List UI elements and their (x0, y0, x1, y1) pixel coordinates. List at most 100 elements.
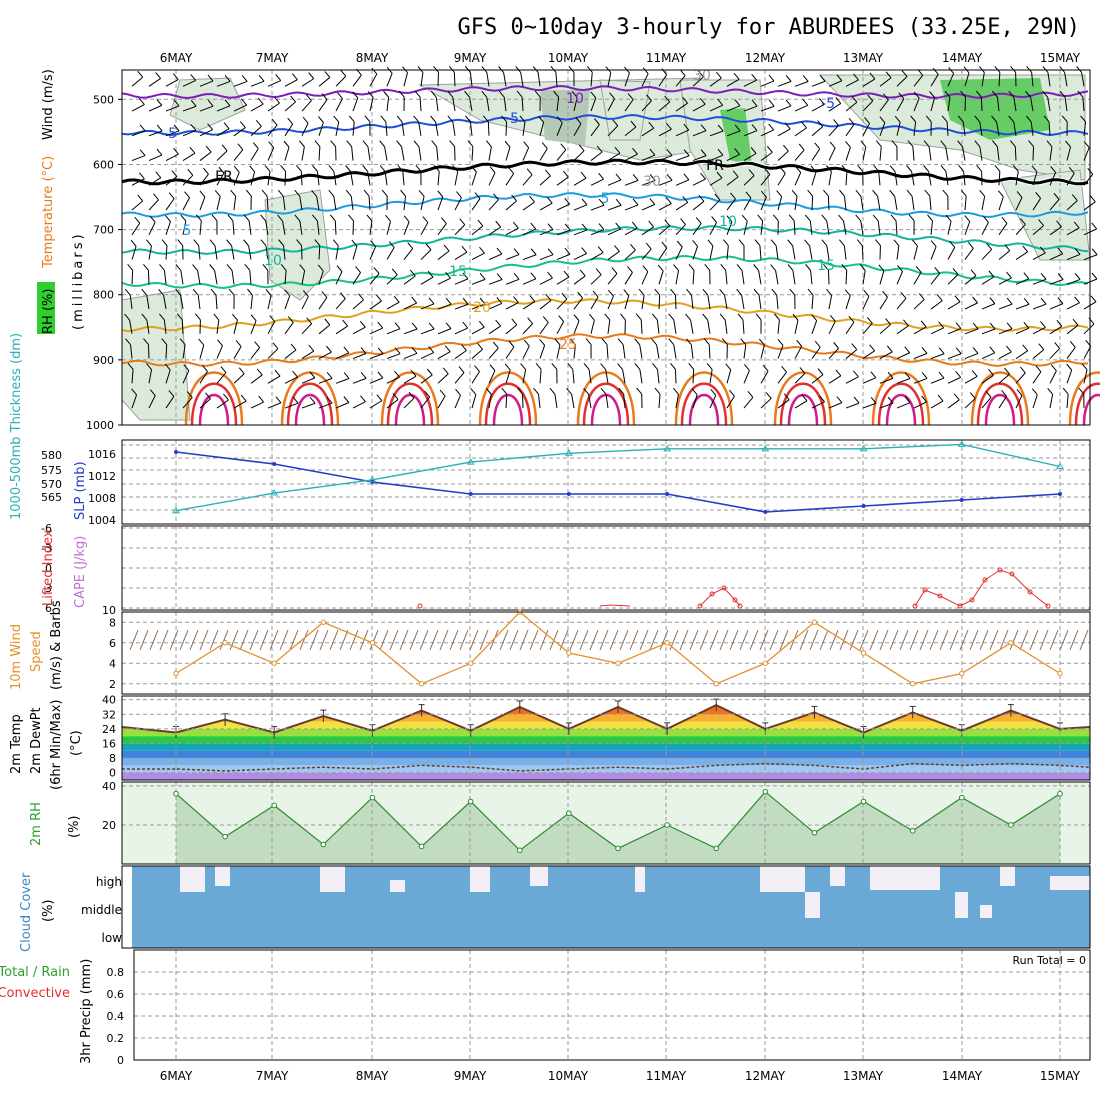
wind-barb-flag (839, 189, 845, 197)
wind-barb-flag (994, 65, 1001, 73)
wind-barb-flag (957, 115, 964, 123)
wind-barb-flag (600, 363, 607, 370)
wind-barb-flag (1061, 115, 1068, 123)
cloud-gap (980, 905, 992, 918)
wind-barb-flag (829, 314, 836, 322)
wind-barb (913, 401, 927, 409)
wind10-point (959, 670, 965, 677)
wind-barb-flag (985, 391, 992, 398)
wind-barb-flag (930, 240, 937, 247)
wind-barb (505, 369, 511, 384)
wind-barb (197, 295, 201, 310)
wind-barb (522, 201, 535, 211)
wind-barb-flag (156, 148, 163, 156)
wind-barb (199, 129, 213, 137)
wind-barb-flag (124, 288, 131, 296)
wind-barb-flag (562, 170, 569, 178)
wind10-barb (689, 629, 699, 651)
wind-barb (369, 73, 378, 87)
wind-barb-flag (523, 339, 530, 347)
wind-barb (571, 394, 575, 409)
wind-barb-flag (972, 347, 979, 354)
wind-barb-flag (538, 115, 544, 123)
wind-barb (505, 346, 515, 359)
wind-barb-flag (1005, 345, 1012, 353)
wind-barb-flag (409, 269, 416, 277)
wind-barb-flag (1019, 366, 1026, 374)
wind-barb (794, 400, 808, 409)
wind-barb-flag (190, 74, 197, 81)
wind-barb (505, 227, 519, 236)
wind-barb-flag (530, 248, 537, 256)
wind-barb (248, 220, 252, 235)
wind10-barb (729, 629, 739, 651)
wind-barb (386, 73, 393, 87)
wind-barb-flag (885, 318, 891, 325)
wind-barb (1013, 121, 1017, 136)
wind-barb (148, 154, 163, 162)
wind-barb-flag (168, 390, 175, 397)
wind-barb-flag (1038, 343, 1045, 350)
wind-barb-flag (241, 98, 248, 106)
wind-barb (267, 295, 272, 310)
wind-barb-flag (230, 189, 237, 197)
wind-barb-flag (210, 288, 217, 296)
wind-barb-flag (308, 344, 315, 352)
wind-barb (624, 72, 630, 87)
rh-shade-mid (540, 90, 590, 145)
wind-barb (810, 270, 813, 285)
wind-barb (1049, 146, 1053, 161)
wind-barb-flag (470, 165, 477, 173)
wind-barb-flag (422, 216, 429, 223)
wind-barb (947, 97, 951, 112)
wind-barb-flag (757, 214, 764, 222)
wind-barb (180, 270, 184, 285)
wind-barb (420, 396, 431, 409)
wind-barb-flag (1010, 65, 1016, 73)
wind-barb (148, 104, 163, 112)
wind-barb (709, 130, 724, 137)
wind-barb (233, 104, 247, 112)
wind-barb (896, 98, 905, 112)
wind-barb (335, 325, 348, 335)
wind-barb-flag (586, 66, 593, 73)
wind-barb-flag (683, 149, 690, 157)
wind-barb-flag (788, 214, 795, 222)
wind-barb-flag (833, 342, 839, 349)
wind-barb-flag (745, 191, 752, 199)
wind-barb-flag (364, 115, 371, 123)
wind-barb-flag (214, 190, 221, 197)
wind-barb-flag (511, 318, 518, 326)
wind-barb-flag (872, 214, 879, 222)
wind-barb-flag (1071, 194, 1078, 201)
ylabel-cape: CAPE (J/kg) (73, 536, 88, 608)
wind-barb (1032, 252, 1046, 260)
wind-barb (182, 174, 194, 186)
wind-barb (641, 271, 649, 285)
wind-barb (182, 197, 190, 211)
wind-barb (641, 73, 649, 87)
wind-barb-flag (1057, 297, 1064, 304)
wind-barb (726, 105, 741, 112)
wind-barb-flag (929, 91, 935, 98)
wind-barb (947, 399, 960, 409)
thickness-point (663, 444, 671, 452)
wind-barb-flag (717, 98, 724, 106)
wind-barb (930, 353, 945, 360)
wind-barb (981, 222, 989, 236)
wind-barb-flag (427, 270, 434, 278)
wind-barb (216, 399, 229, 409)
wind-barb-flag (127, 363, 134, 370)
wind-barb (675, 394, 679, 409)
wind-barb-flag (676, 240, 683, 248)
wind-barb (522, 147, 530, 161)
wind-barb-flag (740, 338, 747, 345)
wind-barb-flag (501, 115, 507, 123)
wind-barb (539, 369, 542, 384)
wind-barb-flag (883, 93, 889, 101)
wind-barb-flag (172, 73, 179, 80)
wind-barb-flag (398, 90, 405, 98)
wind-barb (199, 220, 202, 235)
wind-barb-flag (385, 214, 391, 222)
wind-barb (1014, 146, 1017, 161)
